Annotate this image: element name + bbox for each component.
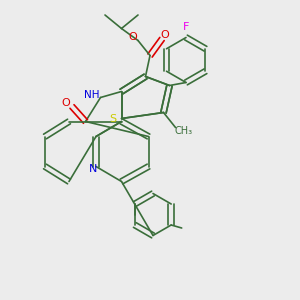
Text: O: O xyxy=(160,29,169,40)
Text: NH: NH xyxy=(84,89,100,100)
Text: N: N xyxy=(89,164,97,175)
Text: S: S xyxy=(109,113,116,124)
Text: F: F xyxy=(183,22,189,32)
Text: CH₃: CH₃ xyxy=(175,125,193,136)
Text: O: O xyxy=(128,32,137,43)
Text: O: O xyxy=(61,98,70,109)
